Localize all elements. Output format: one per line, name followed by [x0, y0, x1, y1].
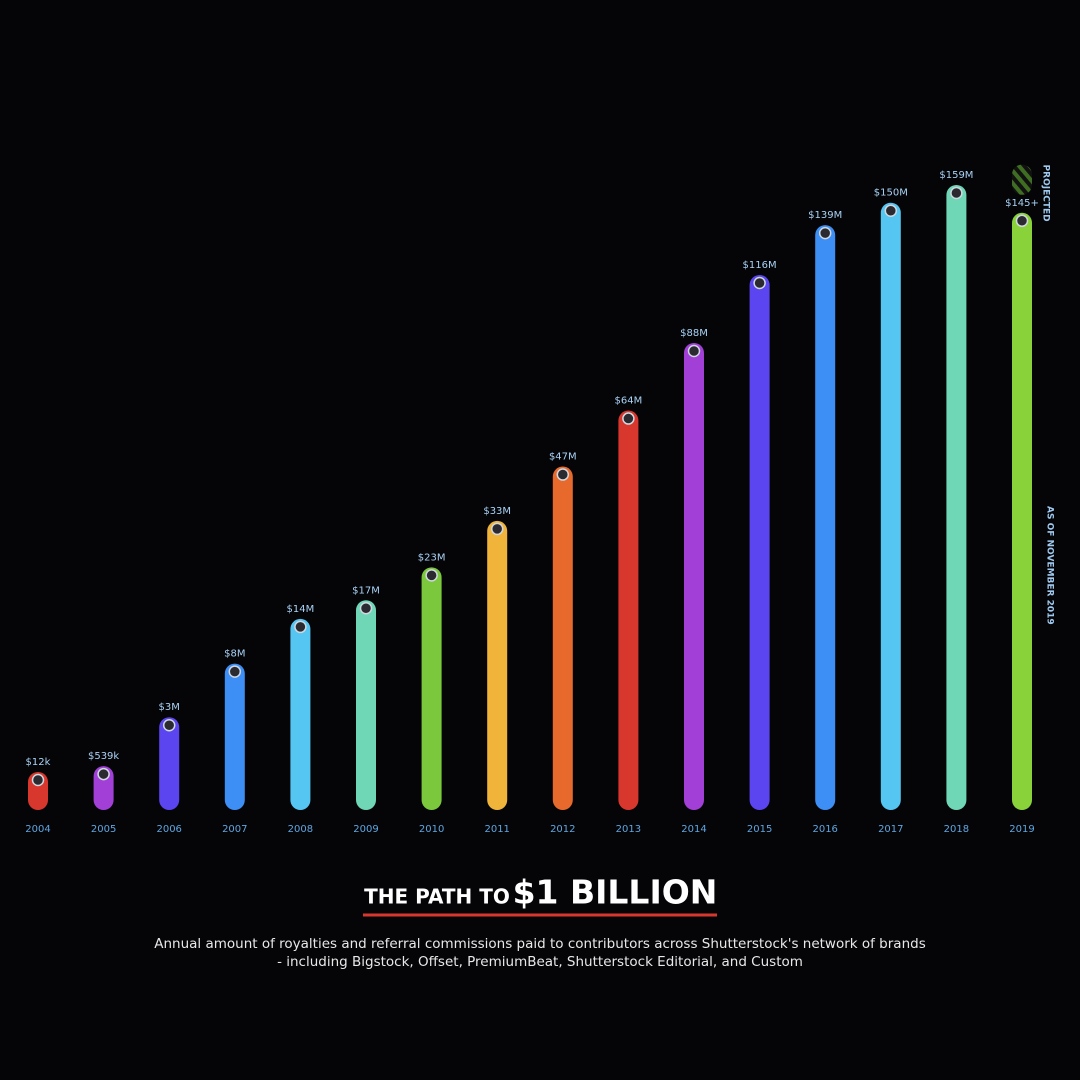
bar-dot	[490, 522, 504, 536]
value-label: $88M	[680, 328, 708, 339]
value-label: $23M	[418, 552, 446, 563]
bar-dot	[818, 226, 832, 240]
bar-dot	[556, 468, 570, 481]
x-tick-label: 2008	[288, 824, 313, 835]
bar-dot	[97, 767, 110, 781]
subtitle: Annual amount of royalties and referral …	[154, 936, 925, 952]
bar-dot	[31, 773, 45, 787]
x-tick-label: 2010	[419, 824, 444, 835]
x-tick-label: 2015	[747, 824, 772, 835]
value-label: $17M	[352, 585, 380, 596]
bar-dot	[162, 718, 176, 732]
bar	[487, 520, 508, 810]
bar-dot	[753, 276, 766, 290]
value-label: $12k	[26, 757, 51, 768]
x-tick-label: 2014	[681, 824, 706, 835]
bar-dot	[359, 602, 373, 615]
bar	[159, 717, 180, 810]
bar-dot	[425, 569, 438, 582]
x-tick-label: 2004	[25, 824, 50, 835]
bar	[749, 274, 770, 810]
x-tick-label: 2019	[1009, 824, 1034, 835]
x-tick-label: 2009	[353, 824, 378, 835]
bar-dot	[687, 344, 701, 358]
x-tick-label: 2018	[944, 824, 969, 835]
note: AS OF NOVEMBER 2019	[1045, 506, 1055, 625]
bar	[552, 466, 573, 810]
bar-dot	[884, 204, 898, 217]
bar	[1012, 212, 1032, 811]
bar-dot	[1015, 214, 1029, 228]
bar	[880, 202, 901, 811]
bar-dot	[228, 665, 242, 678]
value-label: $8M	[224, 649, 245, 660]
value-label: $159M	[939, 170, 973, 181]
bar-dot	[950, 186, 963, 200]
value-label: $3M	[159, 702, 180, 713]
x-tick-label: 2006	[156, 824, 181, 835]
x-tick-label: 2017	[878, 824, 903, 835]
value-label: $47M	[549, 452, 577, 463]
chart-title: $1 BILLION	[513, 873, 718, 912]
bar	[356, 600, 376, 810]
value-label: $150M	[874, 188, 908, 199]
title-prefix: THE PATH TO	[364, 885, 510, 909]
projected-label: PROJECTED	[1041, 165, 1051, 222]
value-label: $139M	[808, 210, 842, 221]
projected-segment	[1012, 164, 1032, 195]
value-label: $116M	[743, 260, 777, 271]
value-label: $33M	[483, 506, 511, 517]
x-tick-label: 2007	[222, 824, 247, 835]
x-tick-label: 2011	[484, 824, 509, 835]
bar-dot	[294, 620, 307, 634]
x-tick-label: 2005	[91, 824, 116, 835]
value-label: $14M	[287, 604, 315, 615]
bar	[815, 225, 836, 810]
subtitle: - including Bigstock, Offset, PremiumBea…	[277, 954, 803, 970]
x-tick-label: 2016	[812, 824, 837, 835]
x-tick-label: 2012	[550, 824, 575, 835]
bar	[290, 618, 311, 810]
bar	[224, 663, 245, 810]
bar	[618, 410, 639, 810]
x-tick-label: 2013	[616, 824, 641, 835]
bar	[684, 342, 704, 810]
bar	[421, 567, 442, 810]
bar	[946, 185, 967, 810]
value-label: $64M	[615, 396, 643, 407]
value-label: $539k	[88, 751, 119, 762]
value-label: $145+	[1005, 198, 1039, 209]
bar-dot	[622, 412, 635, 425]
